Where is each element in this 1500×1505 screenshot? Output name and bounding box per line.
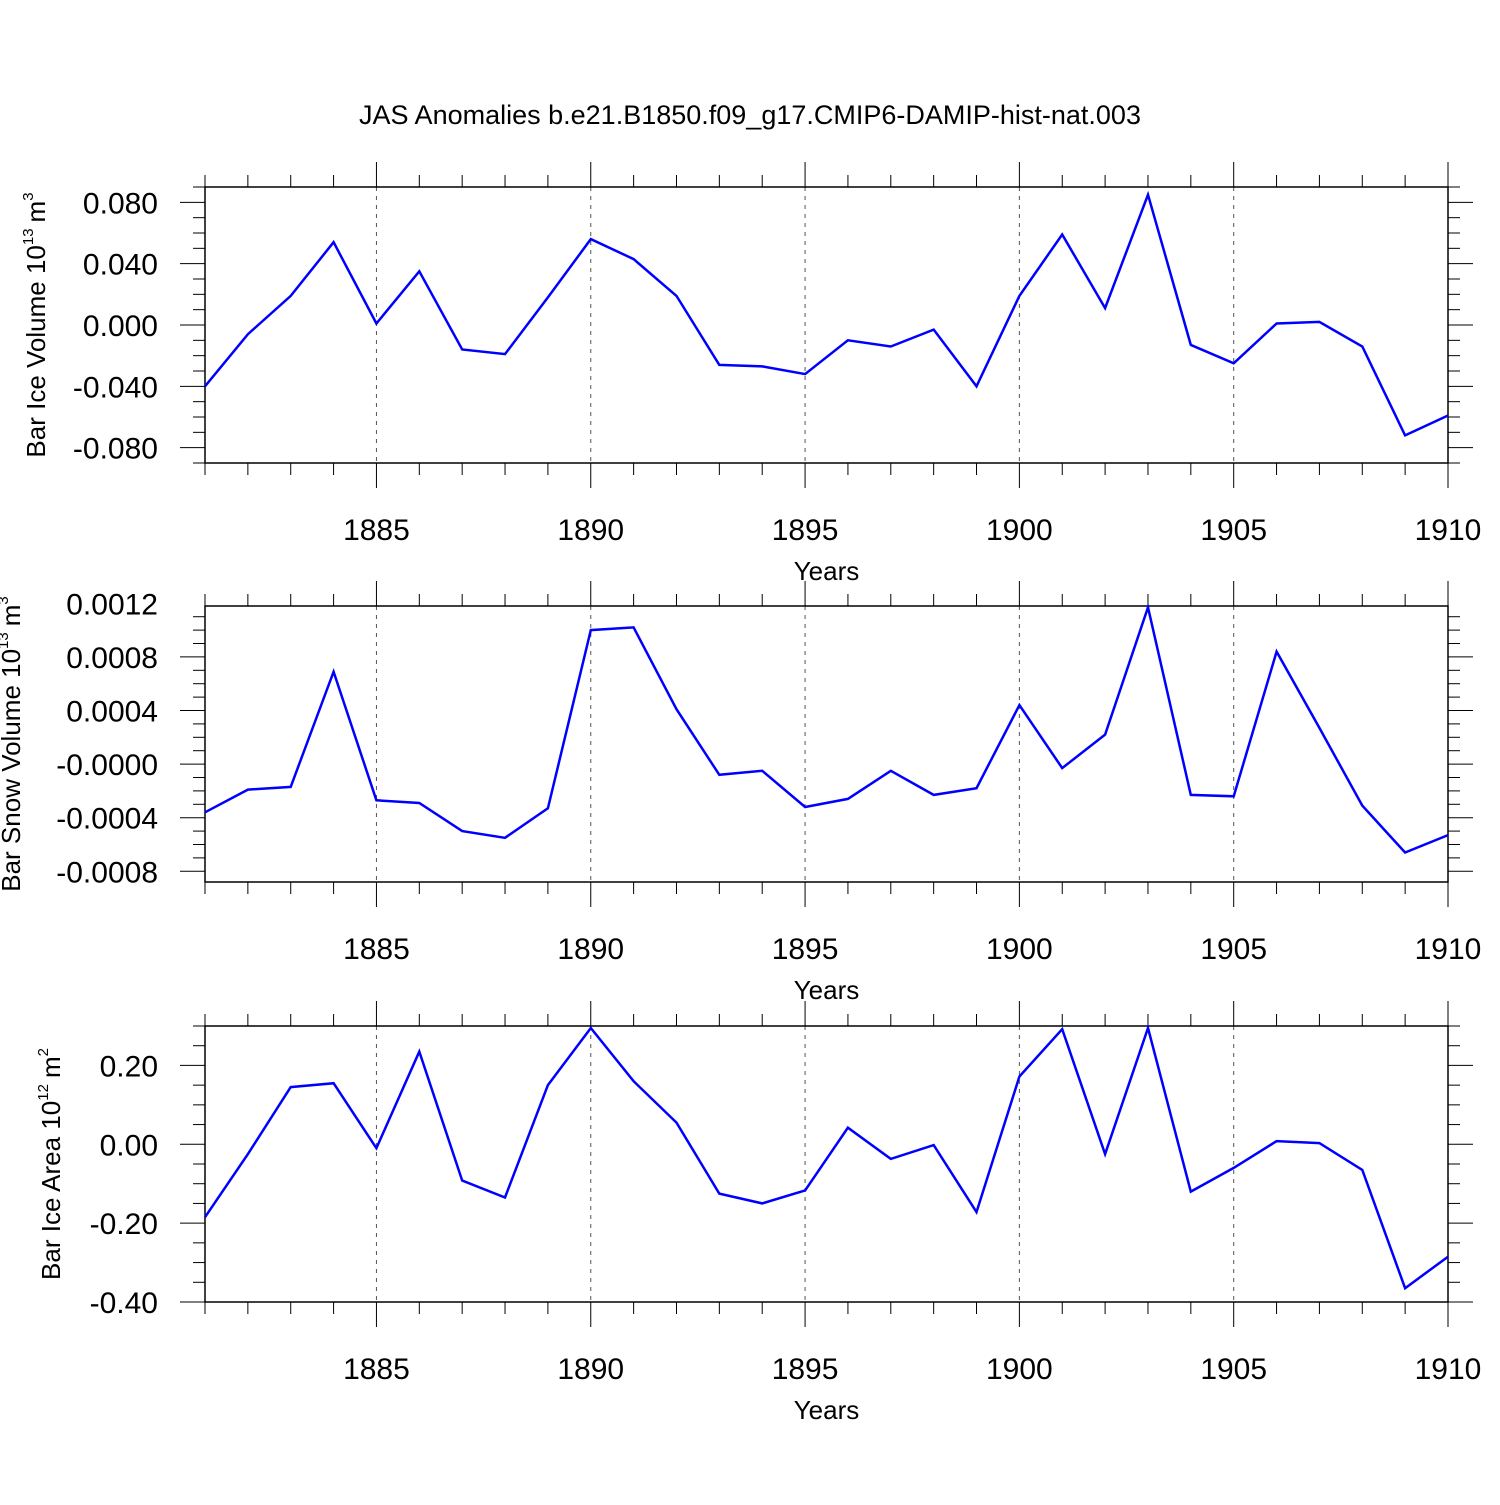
ice-area-xtick-label: 1900 — [986, 1353, 1053, 1386]
snow-volume-ytick-label: 0.0004 — [66, 696, 158, 729]
ice-area-ylabel-unit-exponent: 2 — [35, 1048, 52, 1056]
ice-area-series-line — [205, 1028, 1448, 1288]
ice-volume-ytick-label: 0.040 — [83, 249, 158, 282]
panel-ice-volume: -0.080 -0.040 0.000 0.040 0.080 1885 1890 1895 1… — [20, 162, 1481, 586]
snow-volume-plot-frame — [205, 606, 1448, 882]
snow-volume-xtick-label: 1900 — [986, 933, 1053, 966]
ice-volume-ytick-label: -0.080 — [73, 433, 158, 466]
ice-area-ylabel-text: Bar Ice Area 10 — [36, 1101, 66, 1280]
ice-volume-xlabel: Years — [794, 556, 860, 586]
ice-volume-xtick-label: 1890 — [557, 514, 624, 547]
snow-volume-ytick-label: -0.0000 — [56, 749, 158, 782]
ice-volume-ylabel-exponent: 13 — [20, 228, 37, 245]
snow-volume-xtick-label: 1885 — [343, 933, 410, 966]
ice-area-xtick-label: 1885 — [343, 1353, 410, 1386]
ice-area-xtick-label: 1910 — [1415, 1353, 1482, 1386]
ice-volume-xtick-label: 1900 — [986, 514, 1053, 547]
ice-area-ylabel-unit: m — [36, 1056, 66, 1078]
ice-volume-xtick-label: 1895 — [772, 514, 839, 547]
ice-volume-xtick-label: 1905 — [1200, 514, 1267, 547]
snow-volume-ytick-label: -0.0008 — [56, 856, 158, 889]
panel-ice-area: -0.40 -0.20 0.00 0.20 1885 1890 1895 1900 1905 19… — [35, 1001, 1481, 1425]
ice-volume-xtick-label: 1885 — [343, 514, 410, 547]
snow-volume-xlabel: Years — [794, 975, 860, 1005]
ice-area-xtick-label: 1895 — [772, 1353, 839, 1386]
ice-volume-xtick-label: 1910 — [1415, 514, 1482, 547]
ice-area-xlabel: Years — [794, 1395, 860, 1425]
snow-volume-ylabel-text: Bar Snow Volume 10 — [0, 649, 26, 892]
snow-volume-ytick-label: 0.0012 — [66, 588, 158, 621]
snow-volume-xtick-label: 1895 — [772, 933, 839, 966]
ice-area-ylabel: Bar Ice Area 1012 m2 — [35, 1048, 66, 1280]
ice-volume-series-line — [205, 195, 1448, 436]
snow-volume-ytick-label: -0.0004 — [56, 803, 158, 836]
figure-title: JAS Anomalies b.e21.B1850.f09_g17.CMIP6-… — [359, 100, 1141, 130]
ice-area-ytick-label: 0.20 — [100, 1050, 158, 1083]
ice-volume-ylabel: Bar Ice Volume 1013 m3 — [20, 192, 51, 457]
ice-area-ytick-label: -0.40 — [90, 1287, 158, 1320]
snow-volume-ylabel-unit-exponent: 3 — [0, 596, 12, 604]
ice-volume-ylabel-text: Bar Ice Volume 10 — [21, 245, 51, 457]
ice-volume-plot-frame — [205, 187, 1448, 463]
snow-volume-ytick-label: 0.0008 — [66, 642, 158, 675]
ice-volume-ytick-label: 0.080 — [83, 187, 158, 220]
snow-volume-xtick-label: 1910 — [1415, 933, 1482, 966]
panel-snow-volume: -0.0008 -0.0004 -0.0000 0.0004 0.0008 0.0012 1… — [0, 581, 1481, 1005]
snow-volume-xtick-label: 1890 — [557, 933, 624, 966]
ice-area-ylabel-exponent: 12 — [35, 1084, 52, 1101]
ice-volume-ytick-label: -0.040 — [73, 371, 158, 404]
ice-volume-ylabel-unit-exponent: 3 — [20, 192, 37, 200]
ice-area-xtick-label: 1890 — [557, 1353, 624, 1386]
snow-volume-xtick-label: 1905 — [1200, 933, 1267, 966]
ice-area-ytick-label: -0.20 — [90, 1208, 158, 1241]
snow-volume-ylabel: Bar Snow Volume 1013 m3 — [0, 596, 26, 892]
snow-volume-series-line — [205, 607, 1448, 852]
ice-area-plot-frame — [205, 1026, 1448, 1302]
snow-volume-ylabel-unit: m — [0, 605, 26, 627]
snow-volume-ylabel-exponent: 13 — [0, 632, 12, 649]
ice-volume-ylabel-unit: m — [21, 201, 51, 223]
ice-area-ytick-label: 0.00 — [100, 1129, 158, 1162]
ice-area-xtick-label: 1905 — [1200, 1353, 1267, 1386]
ice-volume-ytick-label: 0.000 — [83, 310, 158, 343]
